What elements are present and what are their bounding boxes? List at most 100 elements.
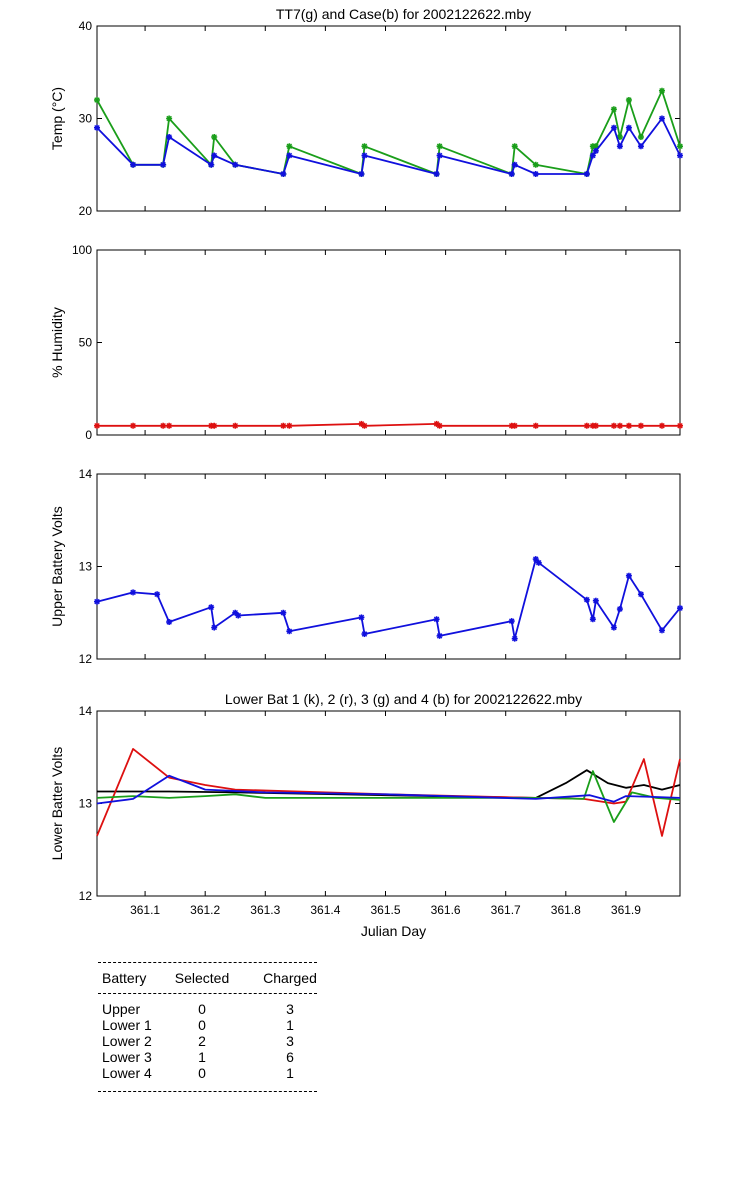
chart-panel-4: 12 13 14 361.1 361.2 361.3 361.4 361.5 361.6 361.… [49,691,681,939]
battery-summary-table: Battery Selected Charged Upper 0 3 Lower… [98,962,317,1092]
header-selected: Selected [174,970,230,986]
marker-stroke [433,421,440,427]
marker-stroke [160,162,166,168]
data-point [232,422,239,429]
chart-title: Lower Bat 1 (k), 2 (r), 3 (g) and 4 (b) … [225,691,582,707]
data-point [130,589,137,596]
data-point [286,628,293,635]
marker-stroke [677,152,683,159]
y-tick-label: 50 [79,336,93,350]
data-point [532,161,539,168]
data-point [532,422,539,429]
marker-stroke [617,606,623,612]
marker-stroke [232,423,238,429]
marker-stroke [659,423,665,429]
chart-panel-1: 20 30 40 TT7(g) and Case(b) for 2002122622.… [49,6,683,218]
data-point [583,171,590,177]
data-point [280,171,287,177]
marker-stroke [433,616,440,622]
data-point [211,134,218,140]
data-point [637,591,644,598]
data-point [436,632,443,639]
charged-count: 3 [286,1033,294,1049]
marker-stroke [361,143,368,149]
y-tick-label: 100 [72,243,92,257]
marker-stroke [511,143,518,149]
data-point [658,115,665,122]
marker-stroke [626,97,632,103]
x-tick-label: 361.3 [250,903,280,917]
series-line [96,558,681,640]
marker-stroke [208,162,214,168]
marker-stroke [436,633,443,639]
marker-stroke [626,573,632,579]
marker-stroke [617,134,623,140]
data-point [286,152,293,159]
marker-stroke [659,115,665,122]
data-point [535,559,542,566]
marker-stroke [286,143,293,149]
x-axis-label: Julian Day [361,923,426,939]
data-point [511,635,518,642]
data-point [436,143,443,150]
charged-count: 1 [286,1017,294,1033]
x-tick-label: 361.4 [310,903,340,917]
series-upper [94,556,683,642]
chart-title: TT7(g) and Case(b) for 2002122622.mby [276,6,531,22]
charged-count: 1 [286,1065,294,1081]
data-point [592,422,599,429]
data-point [94,422,100,429]
data-point [589,152,596,159]
data-point [436,422,443,429]
data-point [508,618,515,625]
marker-stroke [211,152,217,159]
data-point [361,152,368,159]
data-point [94,124,100,131]
data-point [433,171,440,177]
data-point [211,624,218,631]
data-point [166,619,173,625]
series-case [94,115,683,177]
selected-count: 1 [198,1049,206,1065]
y-tick-label: 20 [79,204,93,218]
marker-stroke [436,152,443,159]
series-tt7 [94,87,683,177]
battery-name: Upper [102,1001,141,1017]
data-point [130,422,137,429]
marker-stroke [508,171,515,177]
table-row: Lower 3 1 6 [98,1049,317,1065]
marker-stroke [130,423,136,429]
x-tick-label: 361.1 [130,903,160,917]
data-point [658,87,665,94]
data-point [637,422,644,429]
marker-stroke [593,597,599,604]
marker-stroke [638,591,644,597]
series-lower-3 [96,770,681,823]
marker-stroke [94,423,100,429]
marker-stroke [166,423,172,429]
marker-stroke [533,423,539,429]
marker-stroke [593,423,599,429]
table-row: Lower 2 2 3 [98,1033,317,1049]
y-tick-label: 14 [79,704,93,718]
marker-stroke [160,423,166,429]
marker-stroke [533,171,539,177]
marker-stroke [232,162,238,168]
data-point [511,143,518,150]
data-point [677,143,683,150]
data-point [94,598,100,605]
header-battery: Battery [102,970,147,986]
marker-stroke [358,171,365,177]
marker-stroke [511,635,518,642]
data-point [589,616,596,623]
data-point [677,152,683,159]
selected-count: 0 [198,1017,206,1033]
y-axis-label: Upper Battery Volts [49,506,65,627]
battery-name: Lower 4 [102,1065,152,1081]
data-point [208,604,215,611]
chart-panel-3: 12 13 14 Upper Battery Volts [49,467,683,666]
data-point [286,422,293,429]
y-tick-label: 12 [79,652,93,666]
data-point [211,152,218,159]
marker-stroke [638,143,644,149]
